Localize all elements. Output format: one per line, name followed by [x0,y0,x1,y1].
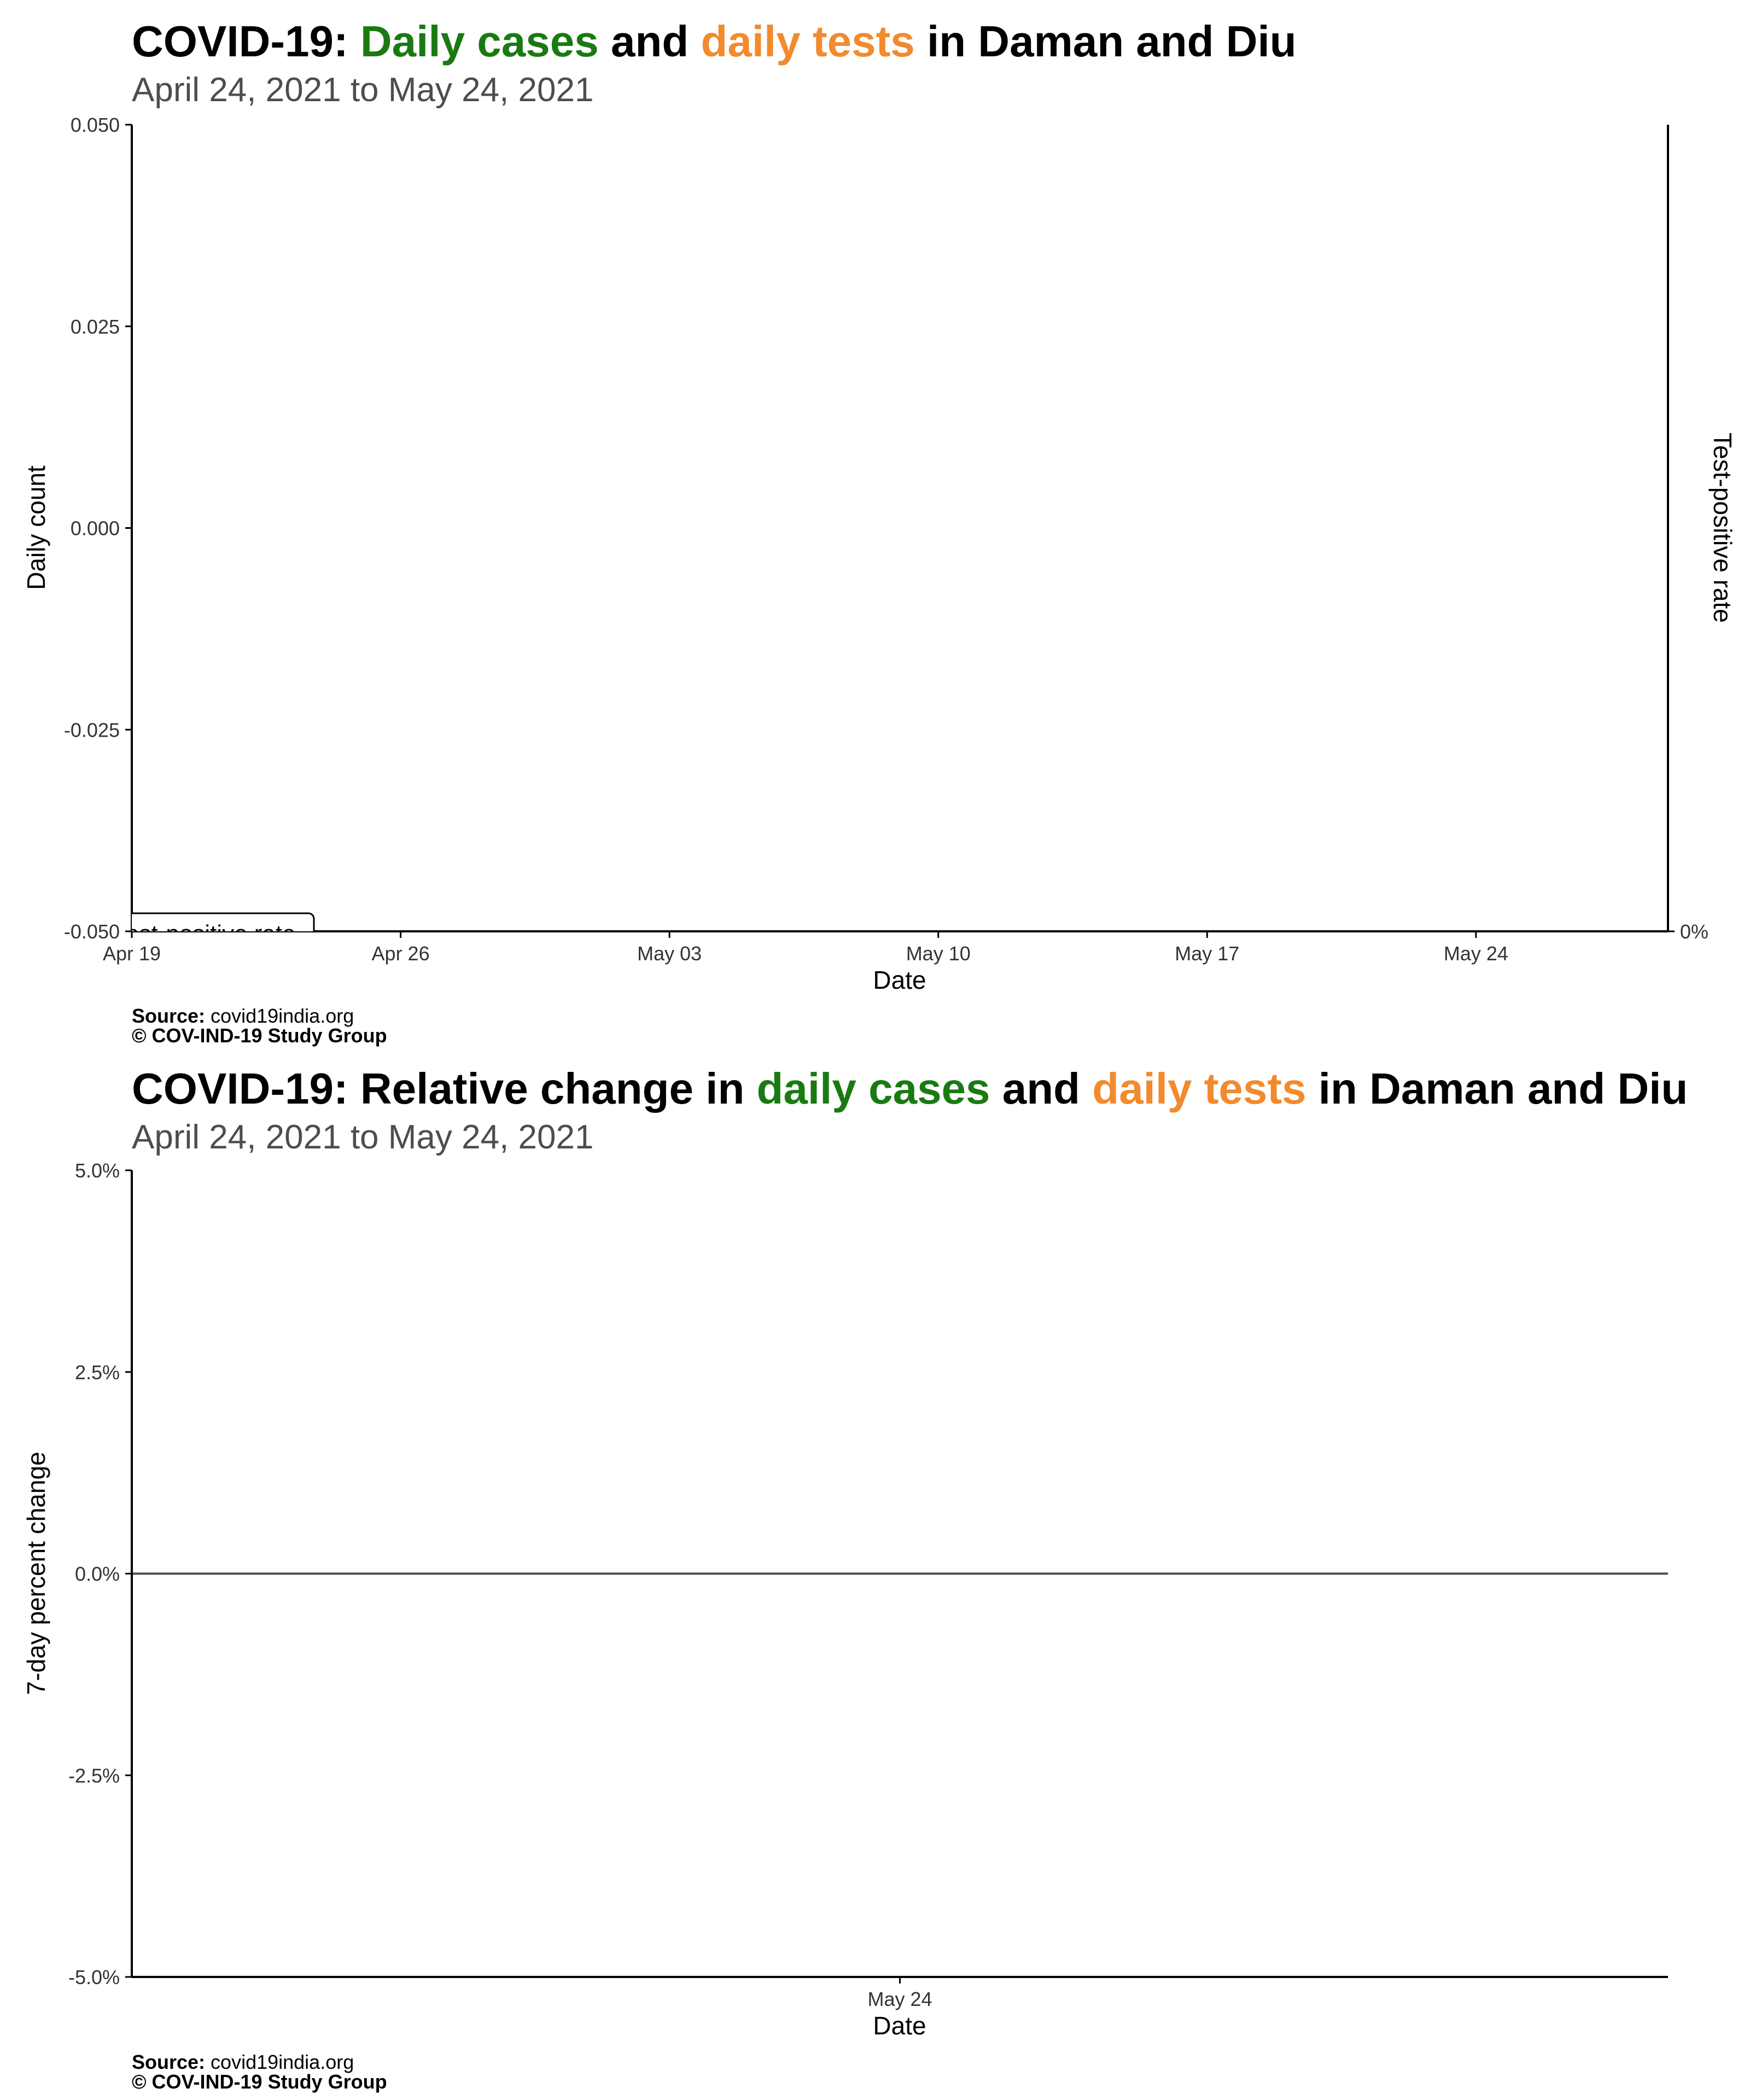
y-axis-label: 7-day percent change [22,1452,50,1695]
x-tick-label: May 10 [906,942,971,965]
y-tick-label: 5.0% [75,1159,120,1182]
y-tick-label: 0.0% [75,1563,120,1585]
legend: Test-positive rate [114,912,315,947]
source-note: Source: covid19india.org [132,2051,354,2073]
x-tick-label: May 24 [1444,942,1508,965]
x-tick-label: May 24 [867,1988,932,2010]
chart-title: COVID-19: Relative change in daily cases… [132,1064,1688,1113]
y-tick-label: 0.050 [71,114,120,136]
y-tick-label: -0.025 [64,719,120,741]
x-axis-label: Date [873,2011,926,2040]
chart-subtitle: April 24, 2021 to May 24, 2021 [132,1118,594,1156]
x-tick-label: May 03 [637,942,702,965]
chart-subtitle: April 24, 2021 to May 24, 2021 [132,71,594,109]
title-cases-highlight: daily cases [756,1064,990,1113]
chart-plot-area: -0.050 -0.025 0.000 0.025 0.050 Apr 19 Apr 26… [22,114,1737,994]
x-axis-label: Date [873,966,926,994]
legend-box [132,912,315,931]
y-axis-label: Daily count [22,465,50,590]
copyright-note: © COV-IND-19 Study Group [132,1024,387,1047]
y-tick-label: 0.025 [71,316,120,338]
title-tests-highlight: daily tests [701,17,915,66]
title-cases-highlight: Daily cases [360,17,599,66]
y2-tick-label: 0% [1680,920,1708,943]
copyright-note: © COV-IND-19 Study Group [132,2070,387,2093]
chart-plot-area: -5.0% -2.5% 0.0% 2.5% 5.0% May 24 7-day perc… [22,1159,1668,2040]
source-note: Source: covid19india.org [132,1005,354,1027]
y-tick-label: -5.0% [68,1966,120,1988]
y-tick-label: -2.5% [68,1764,120,1787]
legend-label: Test-positive rate [114,920,296,947]
x-tick-label: May 17 [1175,942,1239,965]
y-tick-label: 0.000 [71,517,120,540]
chart-title: COVID-19: Daily cases and daily tests in… [132,17,1297,66]
title-tests-highlight: daily tests [1092,1064,1306,1113]
relative-change-chart: COVID-19: Relative change in daily cases… [0,1047,1750,2100]
y-tick-label: 2.5% [75,1361,120,1384]
x-tick-label: Apr 19 [103,942,161,965]
y2-axis-label: Test-positive rate [1708,433,1737,623]
x-tick-label: Apr 26 [372,942,430,965]
daily-cases-tests-chart: COVID-19: Daily cases and daily tests in… [0,0,1750,1047]
y-tick-label: -0.050 [64,920,120,943]
